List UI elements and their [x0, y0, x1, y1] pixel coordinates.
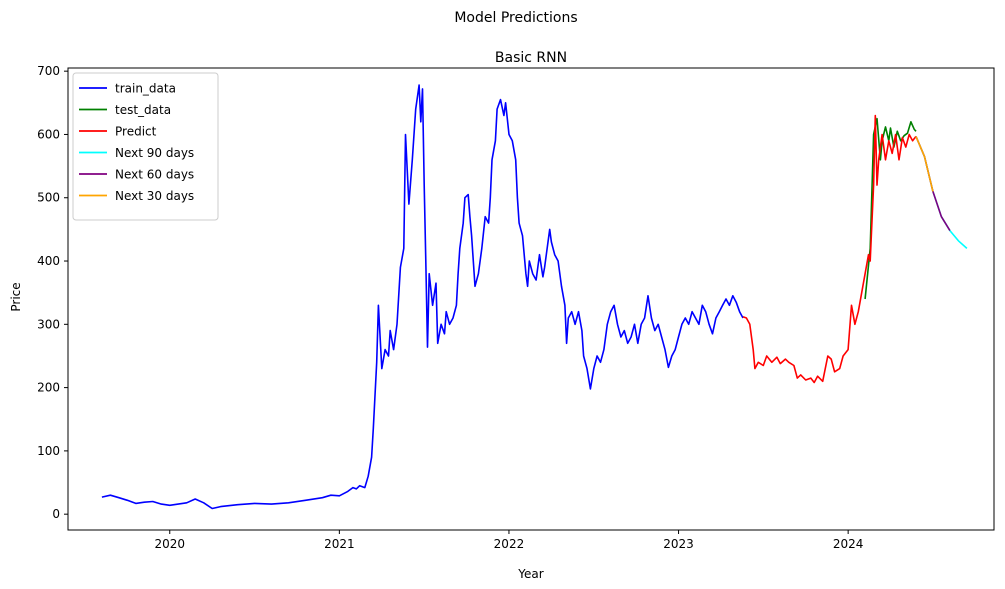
- series-line-next-30-days: [915, 136, 934, 192]
- x-tick-label: 2021: [324, 537, 355, 551]
- legend-label-next-90-days: Next 90 days: [115, 146, 194, 160]
- y-tick-label: 400: [37, 254, 60, 268]
- y-tick-label: 700: [37, 64, 60, 78]
- legend-label-next-60-days: Next 60 days: [115, 168, 194, 182]
- legend-label-next-30-days: Next 30 days: [115, 189, 194, 203]
- series-line-train-data: [101, 84, 744, 510]
- x-tick-label: 2022: [494, 537, 525, 551]
- series-line-predict: [742, 114, 917, 384]
- x-tick-label: 2020: [154, 537, 185, 551]
- y-tick-label: 500: [37, 191, 60, 205]
- legend-label-test-data: test_data: [115, 103, 171, 117]
- chart-title: Basic RNN: [495, 50, 567, 66]
- legend: train_data test_data Predict Next 90 days Ne…: [72, 72, 219, 221]
- y-tick-label: 0: [52, 507, 60, 521]
- x-axis-label: Year: [517, 567, 543, 581]
- legend-label-train-data: train_data: [115, 82, 176, 96]
- y-axis-label: Price: [9, 282, 23, 311]
- y-tick-label: 100: [37, 444, 60, 458]
- plot-lines: [101, 84, 968, 510]
- y-tick-label: 600: [37, 127, 60, 141]
- legend-label-predict: Predict: [115, 125, 157, 139]
- plot-frame: [67, 67, 995, 531]
- x-axis: 2020 2021 2022 2023 2024: [154, 530, 863, 551]
- y-tick-label: 300: [37, 317, 60, 331]
- legend-box: [72, 72, 219, 221]
- chart-suptitle: Model Predictions: [454, 10, 577, 26]
- y-tick-label: 200: [37, 381, 60, 395]
- y-axis: 0 100 200 300 400 500 600 700: [37, 64, 68, 521]
- x-tick-label: 2024: [833, 537, 864, 551]
- x-tick-label: 2023: [663, 537, 694, 551]
